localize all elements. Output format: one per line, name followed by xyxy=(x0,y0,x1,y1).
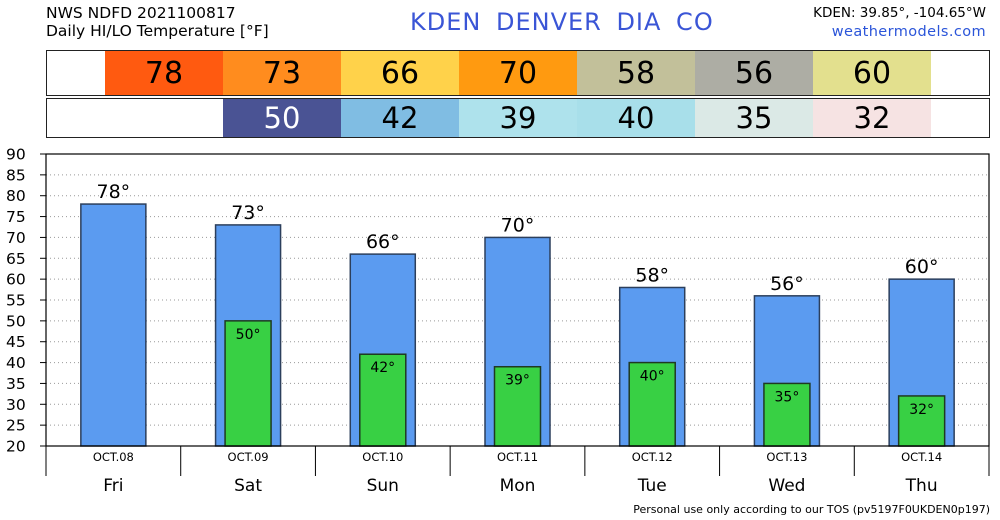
low-value-label: 39° xyxy=(505,373,530,389)
high-strip-cell-6: 60 xyxy=(813,51,931,95)
y-tick-label: 25 xyxy=(6,417,26,435)
y-tick-label: 85 xyxy=(6,166,26,184)
high-bar xyxy=(80,203,147,447)
high-value-label: 56° xyxy=(770,273,804,295)
chart-title: Daily HI/LO Temperature [°F] xyxy=(46,22,269,40)
high-value-label: 60° xyxy=(905,256,939,278)
date-label: OCT.12 xyxy=(632,450,673,464)
station-coords: KDEN: 39.85°, -104.65°W xyxy=(813,5,986,21)
day-label: Mon xyxy=(500,476,536,496)
high-temperature-strip: 78 73 66 70 58 56 60 xyxy=(46,50,990,96)
low-strip-cell-5: 35 xyxy=(695,99,813,137)
low-value-label: 35° xyxy=(775,389,800,405)
y-tick-label: 20 xyxy=(6,438,26,456)
y-tick-label: 60 xyxy=(6,271,26,289)
low-strip-cell-4: 40 xyxy=(577,99,695,137)
y-tick-label: 50 xyxy=(6,312,26,330)
y-tick-label: 45 xyxy=(6,333,26,351)
high-value-label: 58° xyxy=(635,264,669,286)
high-value-label: 78° xyxy=(97,181,131,203)
low-strip-cell-1: 50 xyxy=(223,99,341,137)
plot-frame xyxy=(45,153,990,447)
y-tick-label: 75 xyxy=(6,208,26,226)
day-label: Fri xyxy=(103,476,123,496)
chart-header-right: KDEN: 39.85°, -104.65°W weathermodels.co… xyxy=(813,4,986,42)
date-label: OCT.13 xyxy=(766,450,807,464)
day-label: Wed xyxy=(768,476,805,496)
date-label: OCT.09 xyxy=(228,450,269,464)
low-strip-cell-0 xyxy=(105,99,223,137)
low-value-label: 50° xyxy=(236,327,261,343)
date-label: OCT.14 xyxy=(901,450,942,464)
high-strip-cell-3: 70 xyxy=(459,51,577,95)
y-tick-label: 40 xyxy=(6,354,26,372)
low-value-label: 40° xyxy=(640,369,665,385)
chart-header-left: NWS NDFD 2021100817 Daily HI/LO Temperat… xyxy=(46,4,269,40)
low-strip-cell-3: 39 xyxy=(459,99,577,137)
y-tick-label: 30 xyxy=(6,396,26,414)
day-label: Sun xyxy=(367,476,399,496)
high-strip-cell-4: 58 xyxy=(577,51,695,95)
low-bar xyxy=(224,320,272,447)
day-label: Sat xyxy=(234,476,262,496)
high-strip-cell-2: 66 xyxy=(341,51,459,95)
day-label: Thu xyxy=(905,476,938,496)
y-tick-label: 80 xyxy=(6,187,26,205)
footer-note: Personal use only according to our TOS (… xyxy=(633,503,990,516)
low-bar xyxy=(763,382,811,447)
high-value-label: 70° xyxy=(501,214,535,236)
site-link[interactable]: weathermodels.com xyxy=(831,24,986,40)
high-strip-cell-0: 78 xyxy=(105,51,223,95)
high-value-label: 66° xyxy=(366,231,400,253)
day-label: Tue xyxy=(637,476,667,496)
run-label: NWS NDFD 2021100817 xyxy=(46,4,236,22)
low-value-label: 42° xyxy=(370,360,395,376)
low-temperature-strip: 50 42 39 40 35 32 xyxy=(46,98,990,138)
y-tick-label: 70 xyxy=(6,229,26,247)
high-value-label: 73° xyxy=(231,202,265,224)
low-value-label: 32° xyxy=(909,402,934,418)
date-label: OCT.08 xyxy=(93,450,134,464)
y-tick-label: 65 xyxy=(6,250,26,268)
y-tick-label: 55 xyxy=(6,292,26,310)
high-strip-cell-5: 56 xyxy=(695,51,813,95)
y-tick-label: 90 xyxy=(6,146,26,164)
low-bar xyxy=(359,353,407,447)
y-tick-label: 35 xyxy=(6,375,26,393)
date-label: OCT.10 xyxy=(362,450,403,464)
station-title: KDEN DENVER DIA CO xyxy=(410,8,714,36)
high-strip-cell-1: 73 xyxy=(223,51,341,95)
low-bar xyxy=(493,365,542,447)
low-strip-cell-6: 32 xyxy=(813,99,931,137)
low-strip-cell-2: 42 xyxy=(341,99,459,137)
date-label: OCT.11 xyxy=(497,450,538,464)
low-bar xyxy=(628,361,676,447)
